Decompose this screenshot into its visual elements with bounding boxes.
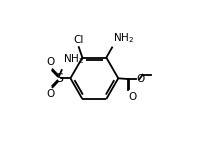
Text: O: O (46, 57, 54, 67)
Text: O: O (46, 89, 54, 99)
Text: S: S (55, 72, 63, 85)
Text: Cl: Cl (74, 35, 84, 45)
Text: O: O (136, 74, 145, 84)
Text: NH$_2$: NH$_2$ (63, 52, 84, 66)
Text: O: O (128, 92, 136, 102)
Text: NH$_2$: NH$_2$ (113, 32, 134, 45)
